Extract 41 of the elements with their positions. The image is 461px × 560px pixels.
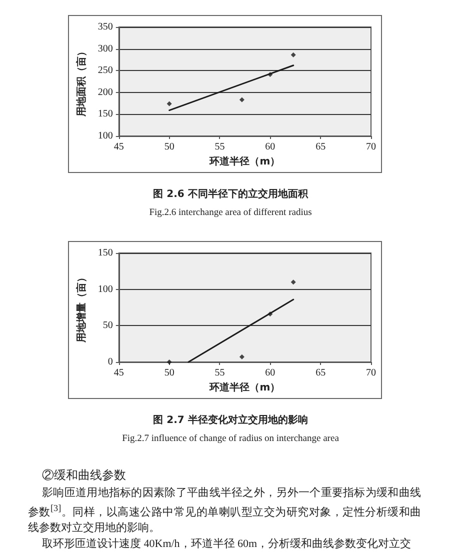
text: Fig.2.6 interchange area of different radius <box>148 207 313 220</box>
x-tick-label: 45 <box>114 142 124 152</box>
y-tick-label: 250 <box>98 65 113 76</box>
x-axis-title: 环道半径（m） <box>208 381 280 394</box>
point <box>268 72 273 78</box>
text: 图 2.6 不同半径下的立交用地面积 <box>152 188 310 202</box>
y-tick-label: 150 <box>98 108 113 120</box>
y-tick-label: 150 <box>98 248 113 258</box>
y-tick-label: 0 <box>108 356 113 368</box>
text: 影响匝道用地指标的因素除了平曲线半径之外，另外一个重要指标为缓和曲线参数$^{[3]}$。同样，以高速公路中常见的单喇叭型立交为研究对象，定性分析缓和曲线参数对立交用地的影响。 <box>28 486 422 536</box>
y-tick-label: 100 <box>98 284 113 295</box>
x-tick-label: 50 <box>164 368 174 378</box>
x-tick-label: 60 <box>265 368 276 378</box>
text: ②缓和曲线参数 <box>41 467 127 484</box>
y-axis-title: 用地面积（亩） <box>76 46 88 118</box>
text: Fig.2.7 influence of change of radius on interchange area <box>121 433 340 446</box>
x-tick-label: 50 <box>164 142 174 152</box>
y-tick-label: 100 <box>98 130 113 142</box>
point <box>166 360 172 364</box>
x-tick-label: 65 <box>316 142 326 152</box>
y-tick-label: 300 <box>98 43 113 54</box>
y-tick-label: 350 <box>98 22 113 32</box>
text: 取环形匝道设计速度 40Km/h，环道半径 60m，分析缓和曲线参数变化对立交 <box>41 536 412 552</box>
x-tick-label: 60 <box>265 142 276 152</box>
point <box>290 52 296 58</box>
point <box>166 101 172 106</box>
y-tick-label: 50 <box>102 320 113 332</box>
point <box>290 280 296 285</box>
point <box>239 97 244 102</box>
y-tick-label: 200 <box>98 86 113 98</box>
x-tick-label: 55 <box>214 142 225 152</box>
x-tick-label: 55 <box>214 368 225 378</box>
x-axis-title: 环道半径（m） <box>208 155 280 168</box>
point <box>268 312 273 317</box>
x-tick-label: 45 <box>114 368 124 378</box>
y-axis-title: 用地增量（亩） <box>76 272 88 344</box>
x-tick-label: 70 <box>366 142 376 152</box>
x-tick-label: 70 <box>366 368 376 378</box>
point <box>239 354 244 360</box>
text: 图 2.7 半径变化对立交用地的影响 <box>152 414 309 428</box>
x-tick-label: 65 <box>316 368 326 378</box>
